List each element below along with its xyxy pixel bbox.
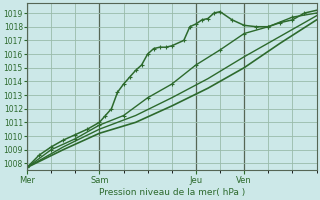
X-axis label: Pression niveau de la mer( hPa ): Pression niveau de la mer( hPa ) xyxy=(99,188,245,197)
